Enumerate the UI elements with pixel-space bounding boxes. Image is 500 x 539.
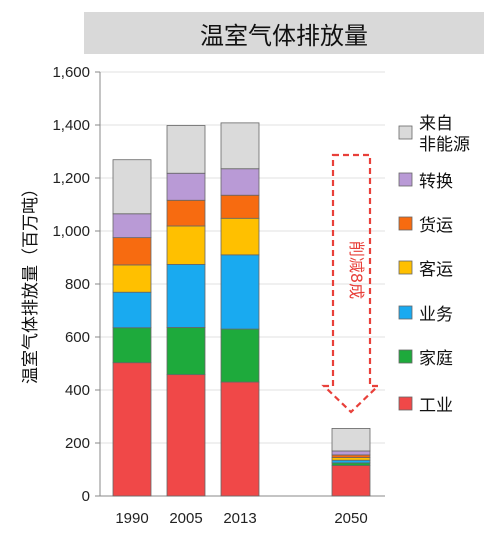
legend-label: 客运 — [419, 260, 453, 280]
legend-swatch — [398, 125, 413, 140]
legend-swatch — [398, 260, 413, 275]
x-tick-label: 1990 — [115, 510, 148, 527]
bar-segment — [331, 428, 371, 452]
y-tick-label: 0 — [82, 488, 90, 505]
legend-swatch — [398, 305, 413, 320]
bar-segment — [166, 263, 206, 328]
bar-segment — [220, 328, 260, 383]
y-tick-label: 1,000 — [52, 223, 90, 240]
bar-segment — [331, 465, 371, 497]
bar-segment — [166, 125, 206, 174]
y-tick-labels: 0 200 400 600 800 1,000 1,200 1,400 1,600 — [52, 64, 100, 505]
x-tick-label: 2050 — [334, 510, 367, 527]
y-axis-label: 温室气体排放量（百万吨） — [21, 180, 41, 384]
bar-segment — [112, 159, 152, 215]
legend-label: 家庭 — [419, 349, 453, 369]
legend-label: 非能源 — [419, 135, 470, 155]
bar-segment — [112, 291, 152, 329]
legend-swatch — [398, 216, 413, 231]
legend-swatch — [398, 349, 413, 364]
legend-label: 转换 — [419, 172, 453, 192]
bar-segment — [166, 172, 206, 201]
legend-label: 来自 — [419, 114, 453, 134]
bar-segment — [166, 225, 206, 265]
y-tick-label: 600 — [65, 329, 90, 346]
y-tick-label: 800 — [65, 276, 90, 293]
y-tick-label: 1,600 — [52, 64, 90, 81]
legend-label: 业务 — [419, 305, 453, 325]
reduction-arrow: 削减8成 — [321, 153, 381, 414]
bar-segment — [166, 327, 206, 376]
bar-segment — [220, 381, 260, 497]
y-tick-label: 200 — [65, 435, 90, 452]
bar-segment — [112, 327, 152, 364]
bar-segment — [112, 362, 152, 497]
legend-label: 工业 — [419, 396, 453, 416]
bar-segment — [331, 450, 371, 456]
bars — [112, 122, 371, 497]
bar-segment — [220, 254, 260, 330]
bar-segment — [112, 237, 152, 266]
bar-segment — [220, 217, 260, 256]
x-tick-label: 2005 — [169, 510, 202, 527]
bar-segment — [220, 194, 260, 219]
y-tick-label: 1,400 — [52, 117, 90, 134]
legend-swatch — [398, 172, 413, 187]
bar-segment — [112, 213, 152, 239]
reduction-annotation: 削减8成 — [347, 241, 366, 299]
legend-label: 货运 — [419, 216, 453, 236]
bar-segment — [220, 122, 260, 170]
bar-segment — [166, 199, 206, 227]
y-tick-label: 400 — [65, 382, 90, 399]
bar-segment — [166, 374, 206, 497]
bar-segment — [112, 264, 152, 293]
x-tick-labels: 1990 2005 2013 2050 — [115, 510, 367, 527]
legend-swatch — [398, 396, 413, 411]
chart-title: 温室气体排放量 — [84, 12, 484, 54]
y-tick-label: 1,200 — [52, 170, 90, 187]
bar-segment — [220, 168, 260, 196]
x-tick-label: 2013 — [223, 510, 256, 527]
